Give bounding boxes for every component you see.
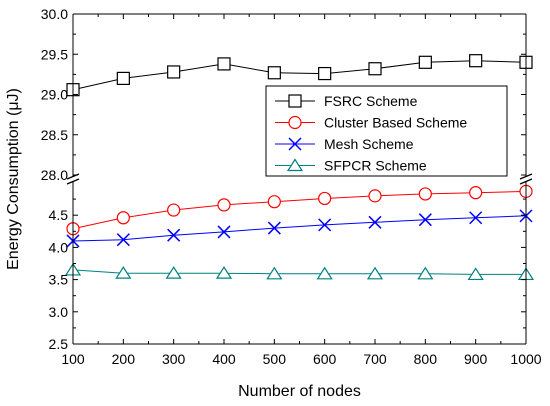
cross-stroke	[267, 221, 281, 235]
cross-stroke	[368, 215, 382, 229]
x-tick-label: 1000	[510, 351, 541, 367]
data-point-mesh-scheme	[116, 233, 130, 247]
data-point-cluster-based-scheme	[469, 186, 483, 200]
x-tick-label: 300	[162, 351, 186, 367]
series-line-cluster-based-scheme	[72, 190, 527, 230]
plot-area	[73, 14, 526, 344]
series-line-fsrc-scheme	[72, 60, 527, 91]
data-point-mesh-scheme	[167, 228, 181, 242]
data-point-mesh-scheme	[217, 225, 231, 239]
left-break-gap	[67, 177, 79, 181]
data-point-sfpcr-scheme	[417, 266, 434, 280]
legend-swatch-marker	[288, 137, 302, 151]
right-break-mark	[519, 173, 533, 180]
legend-item: Mesh Scheme	[275, 136, 414, 152]
x-tick-label: 100	[61, 351, 85, 367]
y-tick-label-upper: 29.0	[41, 87, 68, 103]
y-tick-label-upper: 28.0	[41, 167, 68, 183]
data-point-cluster-based-scheme	[368, 189, 382, 203]
legend-item: Cluster Based Scheme	[275, 115, 467, 131]
x-tick-label: 400	[212, 351, 236, 367]
series-line-sfpcr-scheme	[72, 269, 526, 275]
cross-stroke	[418, 213, 432, 227]
data-point-sfpcr-scheme	[316, 266, 333, 280]
x-tick-label: 600	[313, 351, 337, 367]
data-point-sfpcr-scheme	[366, 266, 384, 280]
data-point-mesh-scheme	[418, 213, 432, 227]
data-point-sfpcr-scheme	[266, 266, 283, 280]
data-point-mesh-scheme	[368, 215, 382, 229]
y-tick-label-upper: 28.5	[41, 127, 68, 143]
cross-stroke	[288, 137, 302, 151]
cross-stroke	[217, 225, 231, 239]
data-point-mesh-scheme	[267, 221, 281, 235]
legend-item: SFPCR Scheme	[275, 158, 427, 174]
left-break-mark	[66, 178, 80, 185]
legend-swatch-marker	[288, 115, 302, 130]
cross-stroke	[318, 218, 332, 232]
legend-label: FSRC Scheme	[324, 93, 418, 109]
legend: FSRC Scheme Cluster Based Scheme Mesh Sche…	[265, 85, 508, 177]
x-tick-label: 700	[363, 351, 387, 367]
legend-label: Cluster Based Scheme	[324, 115, 467, 131]
data-point-cluster-based-scheme	[318, 191, 332, 206]
x-axis-label: Number of nodes	[238, 383, 361, 400]
right-break-mark	[519, 178, 533, 185]
x-tick-label: 800	[414, 351, 438, 367]
data-point-mesh-scheme	[318, 218, 332, 232]
y-tick-label-lower: 4.0	[49, 239, 69, 255]
data-point-sfpcr-scheme	[115, 266, 132, 279]
data-point-fsrc-scheme	[318, 66, 332, 81]
legend-item: FSRC Scheme	[275, 93, 418, 109]
cross-stroke	[116, 233, 130, 247]
y-tick-label-lower: 2.5	[49, 336, 69, 352]
ticks-layer: 100 200 300 400 500 600 700 800 900 1000 2.5 3.0 3.5…	[41, 6, 542, 367]
data-point-sfpcr-scheme	[215, 266, 233, 279]
data-point-fsrc-scheme	[418, 55, 432, 69]
y-tick-label-upper: 30.0	[41, 6, 68, 22]
x-tick-label: 500	[263, 351, 287, 367]
data-point-fsrc-scheme	[368, 62, 382, 76]
x-tick-label: 200	[112, 351, 136, 367]
series-layer	[64, 54, 535, 281]
series-mesh-scheme	[66, 209, 533, 248]
legend-swatch-marker	[288, 94, 302, 108]
data-point-fsrc-scheme	[469, 54, 483, 68]
cross-stroke	[469, 211, 483, 225]
legend-label: SFPCR Scheme	[324, 158, 427, 174]
data-point-fsrc-scheme	[217, 57, 231, 71]
data-point-fsrc-scheme	[267, 66, 281, 80]
cross-stroke	[167, 228, 181, 242]
data-point-mesh-scheme	[469, 211, 483, 225]
data-point-cluster-based-scheme	[267, 195, 281, 209]
y-tick-label-lower: 3.5	[49, 272, 69, 288]
data-point-fsrc-scheme	[116, 71, 130, 86]
series-line-mesh-scheme	[72, 215, 527, 242]
y-tick-label-lower: 4.5	[49, 207, 69, 223]
data-point-sfpcr-scheme	[467, 267, 484, 281]
series-fsrc-scheme	[66, 54, 533, 97]
data-point-fsrc-scheme	[167, 65, 181, 79]
legend-label: Mesh Scheme	[324, 136, 414, 152]
data-point-cluster-based-scheme	[116, 211, 130, 225]
legend-swatch-marker	[286, 158, 304, 172]
data-point-cluster-based-scheme	[167, 203, 181, 217]
x-tick-label: 900	[464, 351, 488, 367]
y-axis-label: Energy Consumption (μJ)	[5, 88, 22, 270]
data-point-sfpcr-scheme	[165, 266, 182, 279]
data-point-cluster-based-scheme	[217, 198, 231, 212]
y-tick-label-lower: 3.0	[49, 304, 69, 320]
right-break-gap	[520, 177, 532, 181]
data-point-cluster-based-scheme	[418, 187, 432, 201]
y-tick-label-upper: 29.5	[41, 46, 68, 62]
